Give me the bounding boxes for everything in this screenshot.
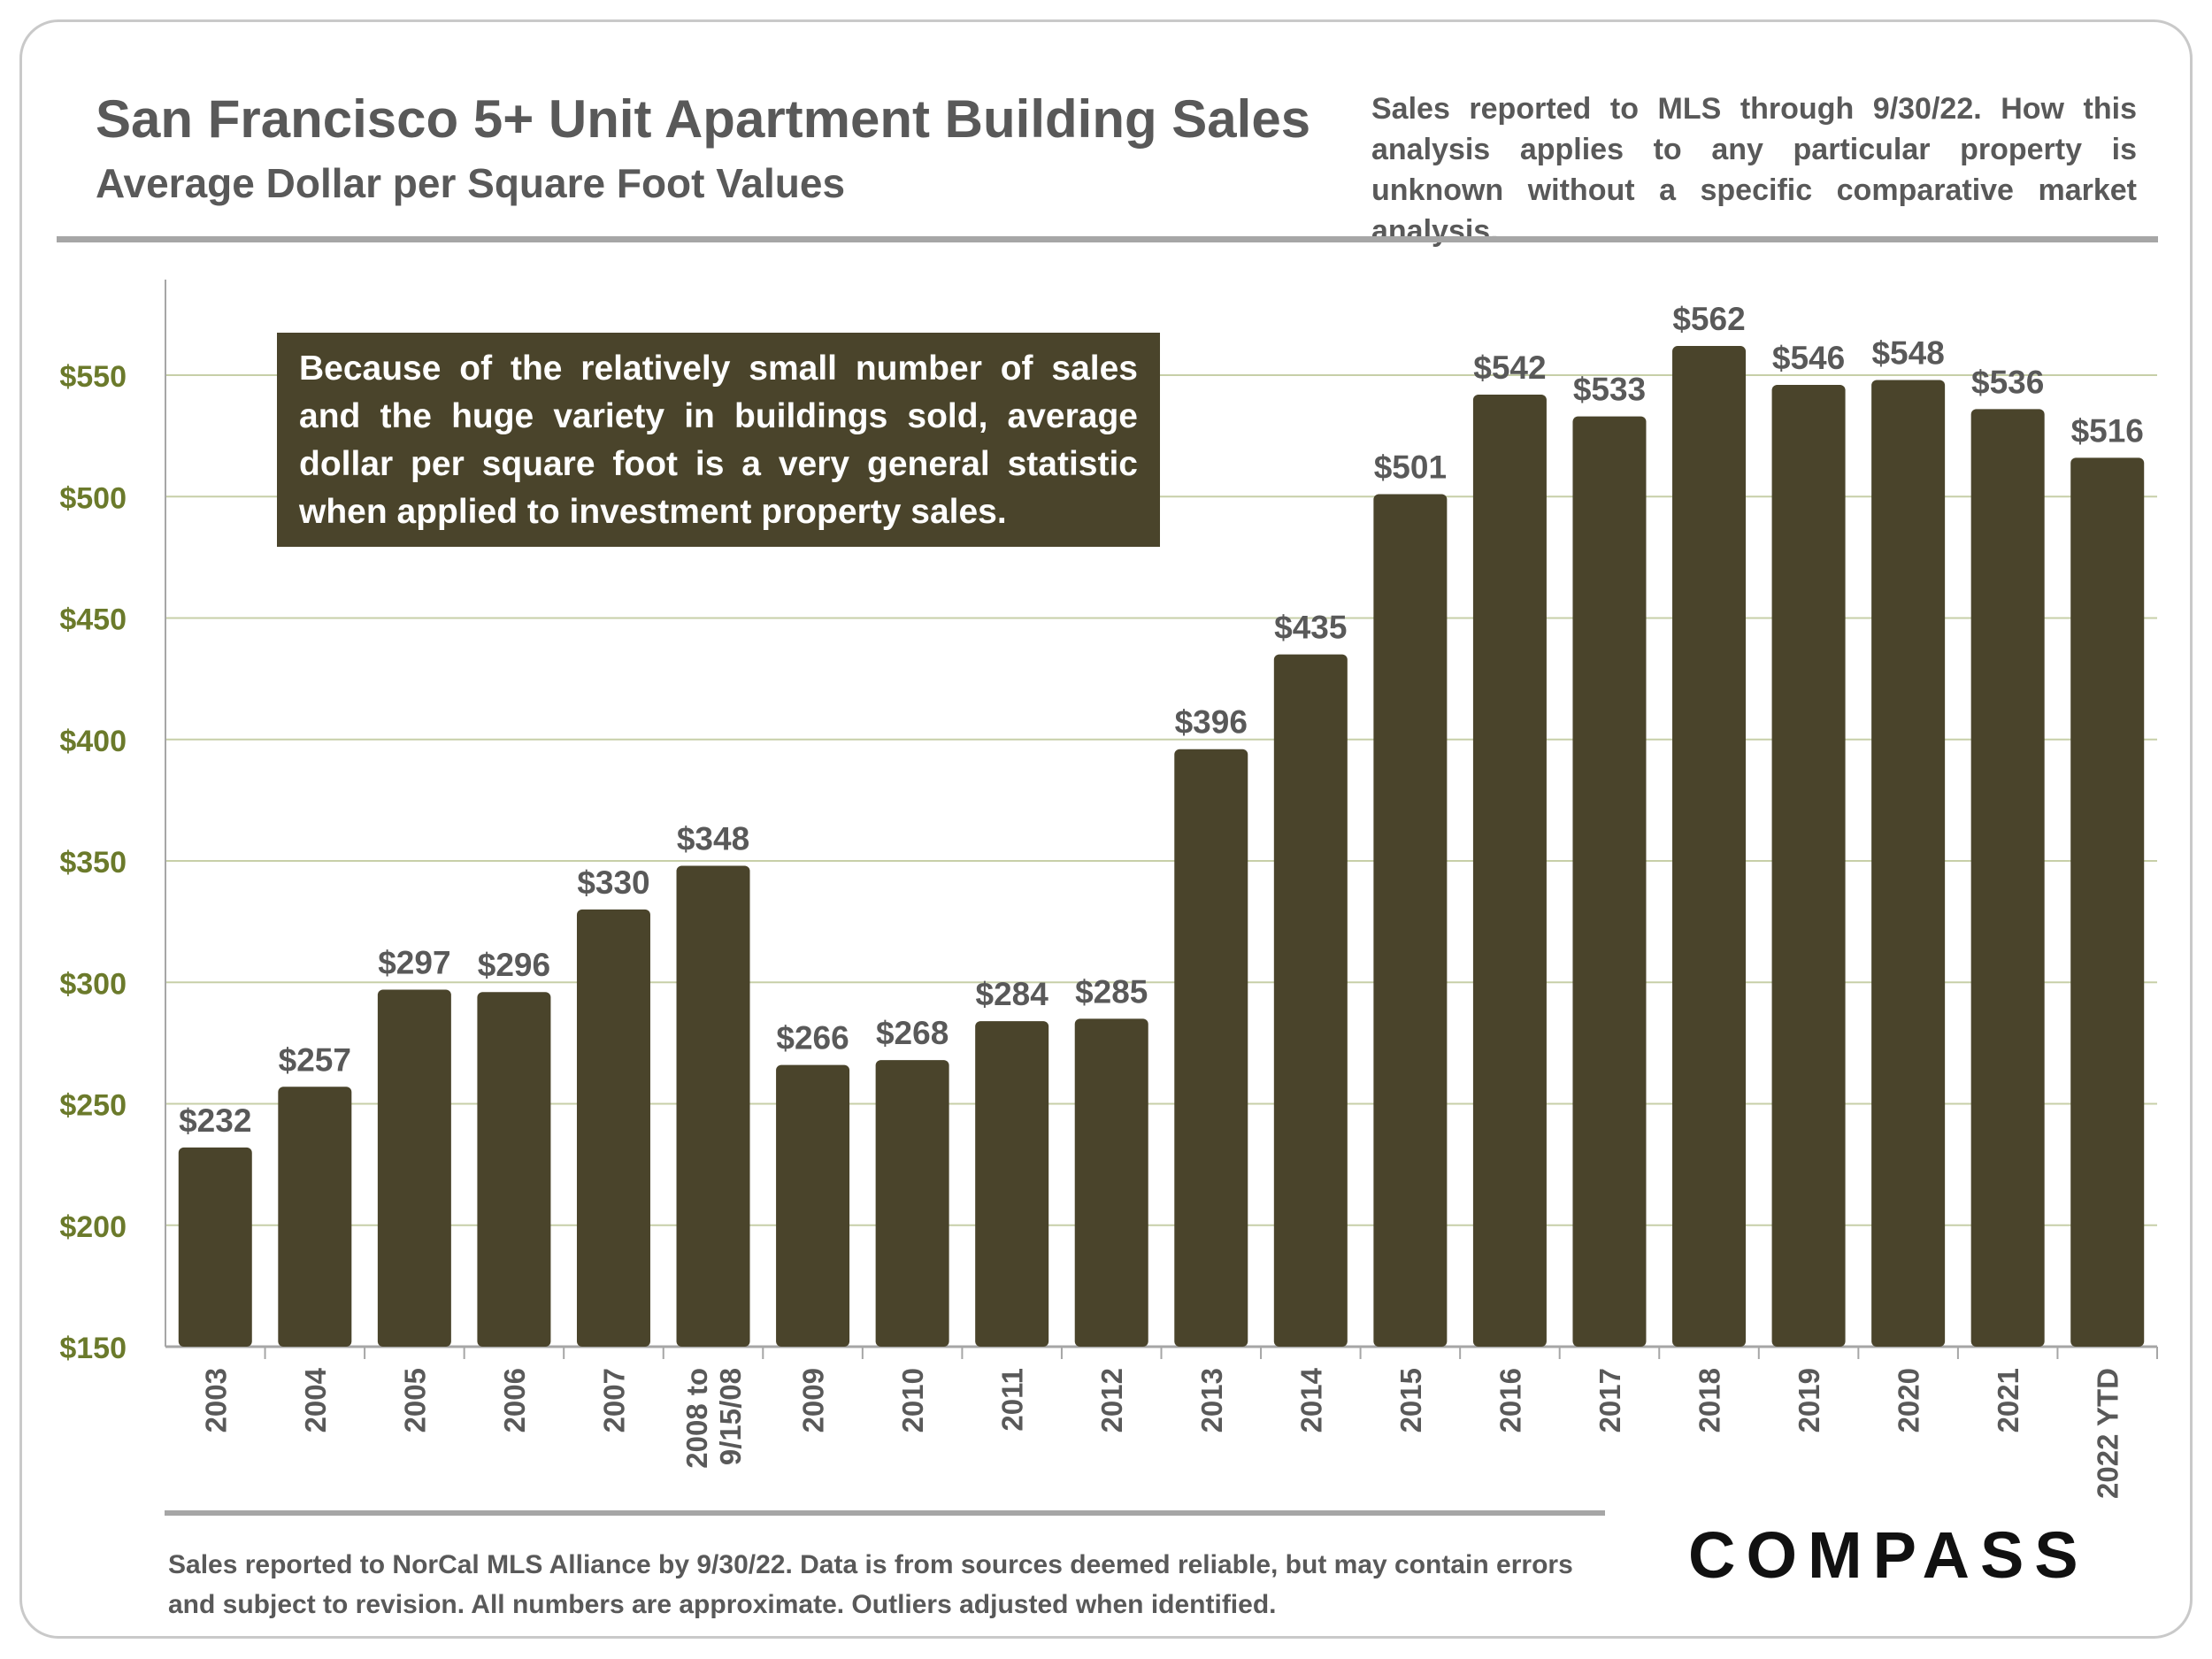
- callout-box: Because of the relatively small number o…: [277, 333, 1160, 547]
- bar: [975, 1021, 1049, 1347]
- y-tick-label: $200: [59, 1210, 127, 1244]
- x-tick-label: 2007: [597, 1368, 630, 1432]
- data-label: $435: [1274, 610, 1347, 646]
- x-tick-label: 2004: [299, 1367, 332, 1432]
- x-tick-label: 2015: [1394, 1368, 1427, 1432]
- page-subtitle: Average Dollar per Square Foot Values: [96, 160, 846, 206]
- bar: [1074, 1018, 1148, 1347]
- header-note: Sales reported to MLS through 9/30/22. H…: [1371, 92, 2137, 248]
- bar: [477, 992, 551, 1347]
- bar: [178, 1147, 252, 1347]
- x-tick-label: 9/15/08: [714, 1368, 747, 1465]
- x-tick-label: 2016: [1494, 1368, 1526, 1432]
- y-tick-label: $400: [59, 725, 127, 758]
- bar: [1472, 394, 1547, 1348]
- x-tick-label: 2009: [797, 1368, 830, 1432]
- data-label: $348: [677, 820, 749, 856]
- data-label: $297: [378, 944, 450, 980]
- y-tick-label: $450: [59, 603, 127, 637]
- y-tick-label: $550: [59, 360, 127, 394]
- data-label: $296: [478, 947, 550, 983]
- bar: [1771, 384, 1846, 1348]
- x-tick-label: 2022 YTD: [2092, 1368, 2124, 1499]
- bar: [875, 1060, 949, 1347]
- footer-divider: [165, 1510, 1605, 1516]
- data-label: $268: [876, 1015, 949, 1051]
- x-tick-label: 2013: [1195, 1368, 1228, 1432]
- bar: [576, 909, 650, 1347]
- data-label: $266: [776, 1020, 849, 1056]
- x-tick-label: 2003: [199, 1368, 232, 1432]
- data-label: $516: [2071, 412, 2144, 449]
- data-label: $330: [577, 864, 649, 901]
- bar: [377, 989, 451, 1347]
- x-tick-label: 2011: [996, 1368, 1029, 1432]
- data-label: $232: [179, 1102, 251, 1139]
- data-label: $548: [1871, 334, 1944, 371]
- data-label: $501: [1374, 449, 1447, 486]
- y-tick-label: $500: [59, 481, 127, 515]
- y-tick-label: $300: [59, 967, 127, 1001]
- x-tick-label: 2010: [896, 1368, 929, 1432]
- bar: [1572, 416, 1647, 1347]
- bar: [776, 1064, 850, 1347]
- x-tick-label: 2014: [1294, 1367, 1327, 1432]
- x-tick-label: 2020: [1893, 1368, 1925, 1432]
- page-title: San Francisco 5+ Unit Apartment Building…: [96, 89, 1311, 149]
- footer-disclaimer: Sales reported to NorCal MLS Alliance by…: [168, 1550, 1573, 1619]
- data-label: $542: [1473, 349, 1546, 386]
- data-label: $546: [1772, 340, 1845, 376]
- x-tick-label: 2006: [498, 1368, 531, 1432]
- data-label: $533: [1573, 372, 1646, 408]
- x-tick-label: 2019: [1793, 1368, 1825, 1432]
- x-tick-label: 2017: [1594, 1368, 1626, 1432]
- bar: [278, 1087, 352, 1347]
- y-tick-label: $150: [59, 1332, 127, 1365]
- bar: [1273, 654, 1348, 1347]
- x-tick-label: 2021: [1992, 1368, 2024, 1432]
- x-tick-label: 2012: [1095, 1368, 1128, 1432]
- bar: [2070, 457, 2145, 1347]
- compass-logo: COMPASS: [1688, 1518, 2089, 1592]
- data-label: $257: [279, 1041, 351, 1078]
- data-label: $284: [976, 976, 1049, 1012]
- x-tick-label: 2018: [1694, 1368, 1726, 1432]
- data-label: $285: [1075, 973, 1148, 1010]
- y-tick-label: $350: [59, 846, 127, 879]
- bar: [1672, 346, 1747, 1347]
- bar: [1174, 749, 1248, 1347]
- header-divider: [57, 236, 2158, 242]
- bar: [676, 865, 750, 1347]
- bar: [1373, 494, 1448, 1347]
- x-tick-label: 2008 to: [680, 1368, 713, 1469]
- data-label: $562: [1672, 301, 1745, 337]
- x-tick-label: 2005: [398, 1368, 431, 1432]
- bar: [1970, 409, 2045, 1348]
- data-label: $396: [1175, 704, 1248, 741]
- y-tick-label: $250: [59, 1089, 127, 1123]
- data-label: $536: [1971, 364, 2044, 400]
- bar: [1871, 380, 1946, 1347]
